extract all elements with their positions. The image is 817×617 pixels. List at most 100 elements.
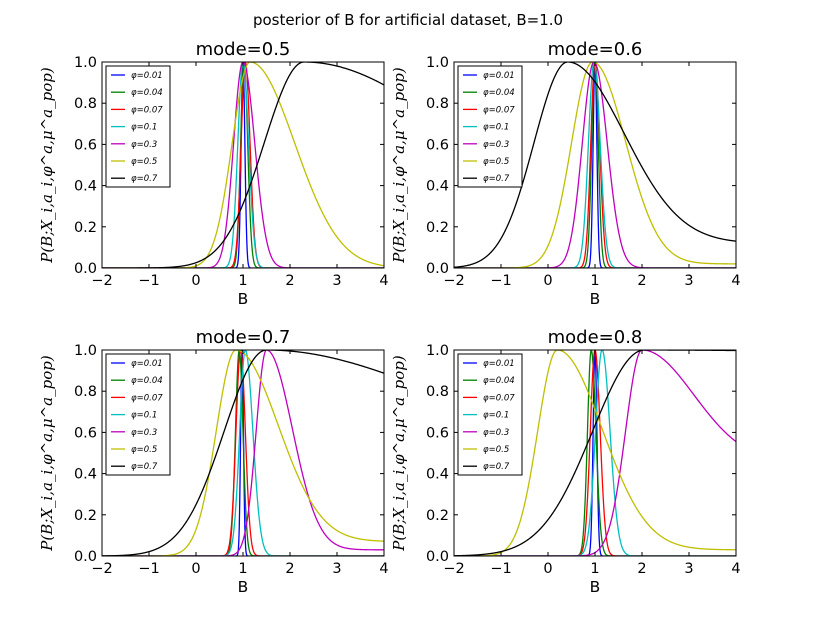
subplot-title: mode=0.5 [196,39,291,60]
series-line-5 [102,350,384,556]
legend-entry-label: φ=0.5 [131,445,157,455]
y-tick-label: 0.0 [426,549,449,565]
y-tick-label: 0.0 [74,261,97,277]
x-tick-label: 4 [731,561,740,577]
x-tick-label: −1 [490,273,511,289]
x-tick-label: 2 [285,561,294,577]
y-axis-label: P(B;X_i,a_i,φ^a,μ^a_pop) [390,355,408,552]
x-tick-label: 3 [332,273,341,289]
legend-entry-label: φ=0.1 [131,411,157,421]
legend-entry-label: φ=0.7 [131,174,158,184]
legend-entry-label: φ=0.7 [483,462,510,472]
x-tick-label: −2 [91,561,112,577]
x-tick-label: −1 [490,561,511,577]
legend-entry-label: φ=0.7 [131,462,158,472]
legend-entry-label: φ=0.07 [483,393,515,403]
x-tick-label: 2 [637,561,646,577]
subplot-title: mode=0.7 [196,327,291,348]
x-tick-label: −2 [91,273,112,289]
y-tick-label: 0.4 [74,179,97,195]
y-tick-label: 0.2 [426,220,449,236]
x-axis-label: B [590,578,601,596]
subplot-3: −2 −1 0 1 2 3 4 0.0 0.2 0.4 0.6 0.8 1.0 mode=0.7 B P(B;… [38,327,389,596]
y-tick-label: 0.8 [74,96,97,112]
legend-entry-label: φ=0.1 [483,123,509,133]
legend-entry-label: φ=0.07 [131,105,163,115]
legend: φ=0.01 φ=0.04 φ=0.07 φ=0.1 φ=0.3 φ=0.5 φ=0.7 [457,353,523,476]
x-tick-label: −2 [443,561,464,577]
y-tick-label: 1.0 [74,55,97,71]
series-line-6 [102,62,384,268]
x-tick-label: 4 [731,273,740,289]
series-line-2 [454,350,736,556]
subplot-2: −2 −1 0 1 2 3 4 0.0 0.2 0.4 0.6 0.8 1.0 mode=0.6 B P(B;… [390,39,741,308]
x-tick-label: 3 [332,561,341,577]
y-tick-label: 0.6 [74,425,97,441]
y-tick-label: 0.8 [426,96,449,112]
x-tick-label: −1 [138,273,159,289]
legend-entry-label: φ=0.04 [131,376,163,386]
x-axis-label: B [590,290,601,308]
legend-entry-label: φ=0.7 [483,174,510,184]
subplot-title: mode=0.8 [548,327,643,348]
subplot-grid: −2 −1 0 1 2 3 4 0.0 0.2 0.4 0.6 0.8 1.0 mode=0.5 B P(B;… [38,39,741,596]
y-tick-label: 1.0 [74,343,97,359]
y-tick-label: 0.8 [74,384,97,400]
y-axis-label: P(B;X_i,a_i,φ^a,μ^a_pop) [38,355,56,552]
x-tick-label: 3 [684,561,693,577]
legend-entry-label: φ=0.3 [483,140,509,150]
y-tick-label: 1.0 [426,343,449,359]
legend-entry-label: φ=0.01 [131,71,163,81]
x-axis-label: B [238,290,249,308]
legend-entry-label: φ=0.01 [131,359,163,369]
series-line-3 [102,62,384,268]
y-tick-label: 0.4 [426,467,449,483]
x-tick-label: 0 [543,273,552,289]
x-tick-label: 0 [191,273,200,289]
legend-entry-label: φ=0.1 [131,123,157,133]
legend-entry-label: φ=0.3 [131,140,157,150]
x-tick-label: 3 [684,273,693,289]
y-tick-label: 0.8 [426,384,449,400]
x-tick-label: −2 [443,273,464,289]
x-tick-label: 0 [191,561,200,577]
legend-entry-label: φ=0.04 [483,88,515,98]
legend-entry-label: φ=0.5 [131,157,157,167]
x-tick-label: 4 [379,561,388,577]
x-tick-label: 2 [285,273,294,289]
legend-entry-label: φ=0.5 [483,157,509,167]
y-tick-label: 0.2 [426,508,449,524]
y-tick-label: 0.2 [74,220,97,236]
x-tick-label: 2 [637,273,646,289]
series-line-2 [102,62,384,268]
legend-entry-label: φ=0.04 [131,88,163,98]
y-tick-label: 0.6 [426,425,449,441]
y-tick-label: 0.0 [74,549,97,565]
y-axis-label: P(B;X_i,a_i,φ^a,μ^a_pop) [38,67,56,264]
x-axis-label: B [238,578,249,596]
legend-entry-label: φ=0.3 [131,428,157,438]
x-tick-label: 1 [238,273,247,289]
series-line-7 [454,62,736,268]
y-tick-label: 0.6 [74,137,97,153]
legend: φ=0.01 φ=0.04 φ=0.07 φ=0.1 φ=0.3 φ=0.5 φ=0.7 [457,65,523,188]
x-tick-label: 0 [543,561,552,577]
subplot-1: −2 −1 0 1 2 3 4 0.0 0.2 0.4 0.6 0.8 1.0 mode=0.5 B P(B;… [38,39,389,308]
subplot-4: −2 −1 0 1 2 3 4 0.0 0.2 0.4 0.6 0.8 1.0 mode=0.8 B P(B;… [390,327,741,596]
legend-entry-label: φ=0.3 [483,428,509,438]
x-tick-label: 1 [238,561,247,577]
legend-entry-label: φ=0.01 [483,359,515,369]
x-tick-label: 4 [379,273,388,289]
legend-entry-label: φ=0.04 [483,376,515,386]
y-tick-label: 0.6 [426,137,449,153]
series-line-4 [454,350,736,556]
series-line-2 [102,350,384,556]
x-tick-label: 1 [590,561,599,577]
y-tick-label: 0.4 [426,179,449,195]
y-tick-label: 1.0 [426,55,449,71]
figure-suptitle: posterior of B for artificial dataset, B… [253,11,563,29]
x-tick-label: 1 [590,273,599,289]
legend-entry-label: φ=0.07 [483,105,515,115]
x-tick-label: −1 [138,561,159,577]
